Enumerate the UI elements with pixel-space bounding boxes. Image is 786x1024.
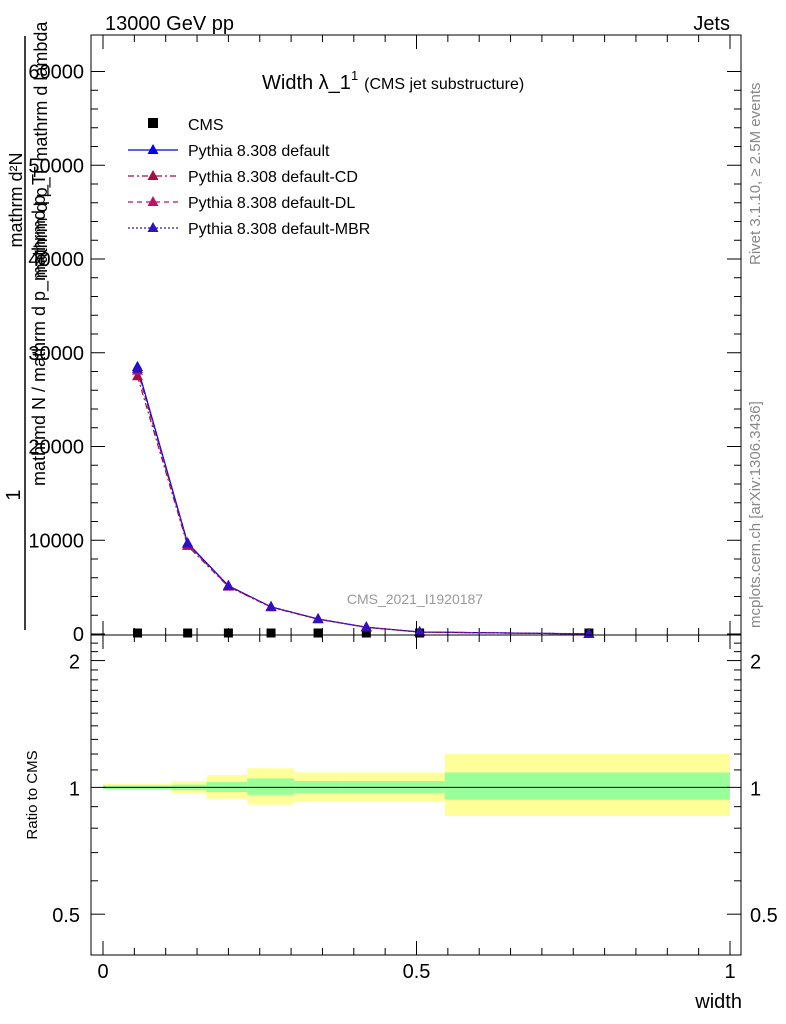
data-point-triangle	[265, 600, 277, 611]
y-tick-label: 10000	[28, 530, 84, 552]
legend: CMS Pythia 8.308 default Pythia 8.308 defa…	[128, 117, 370, 238]
data-point-triangle	[360, 621, 372, 632]
ratio-bands	[103, 754, 730, 817]
series-line	[136, 368, 589, 635]
x-tick-label: 0	[97, 961, 108, 983]
ratio-y-tick-label-right: 2	[750, 652, 761, 674]
chart-title: Width λ_11 (CMS jet substructure)	[262, 68, 524, 94]
legend-entry: Pythia 8.308 default-CD	[128, 169, 358, 186]
data-point-triangle	[182, 537, 194, 548]
stat-uncertainty-band	[247, 778, 295, 795]
watermark: CMS_2021_I1920187	[347, 591, 483, 607]
y-label-frac-num: 1	[3, 489, 25, 500]
ratio-frame	[90, 634, 742, 956]
legend-marker-triangle	[147, 196, 159, 206]
legend-entry: Pythia 8.308 default	[128, 143, 330, 160]
data-point-square	[132, 628, 142, 638]
chart-subtitle: (CMS jet substructure)	[364, 76, 524, 93]
main-panel: 0 10000 20000 30000 40000 50000 60000	[28, 34, 742, 646]
legend-marker-triangle	[147, 144, 159, 154]
y-tick-label: 40000	[28, 249, 84, 271]
legend-marker-triangle	[147, 222, 159, 232]
ratio-y-tick-label: 2	[69, 652, 80, 674]
x-tick-label: 1	[724, 961, 735, 983]
rivet-label: Rivet 3.1.10, ≥ 2.5M events	[747, 83, 764, 266]
x-tick-label: 0.5	[403, 961, 431, 983]
ratio-y-tick-label: 0.5	[52, 905, 80, 927]
data-point-triangle	[222, 580, 234, 590]
data-point-square	[183, 628, 193, 638]
data-point-square	[223, 628, 233, 638]
data-point-triangle	[312, 613, 324, 624]
chart-title-main: Width λ_1	[262, 72, 351, 94]
data-point-triangle	[131, 362, 143, 373]
data-point-square	[313, 628, 323, 638]
legend-entry: Pythia 8.308 default-DL	[128, 195, 355, 212]
legend-label: Pythia 8.308 default-MBR	[188, 221, 370, 238]
mcplots-label: mcplots.cern.ch [arXiv:1306.3436]	[747, 401, 764, 628]
ratio-panel: 0.5 0.5 1 1 2 2 0 0.5 1	[52, 634, 778, 983]
ratio-y-label: Ratio to CMS	[24, 750, 41, 839]
ratio-y-tick-label: 1	[69, 778, 80, 800]
y-tick-label: 50000	[28, 155, 84, 177]
ratio-y-tick-label-right: 1	[750, 778, 761, 800]
chart-title-superscript: 1	[351, 68, 358, 83]
legend-marker-square	[148, 118, 158, 128]
legend-label: Pythia 8.308 default	[188, 143, 330, 160]
stat-uncertainty-band	[444, 772, 730, 800]
main-y-ticks: 0 10000 20000 30000 40000 50000 60000	[28, 35, 741, 646]
legend-entry: CMS	[148, 117, 224, 134]
y-label-frac-den: mathrmd N / mathrm d p_mathrmd p_T	[29, 174, 50, 486]
y-tick-label: 30000	[28, 343, 84, 365]
data-point-square	[361, 628, 371, 638]
ratio-ticks: 0.5 0.5 1 1 2 2 0 0.5 1	[52, 635, 778, 983]
legend-label: Pythia 8.308 default-CD	[188, 169, 358, 186]
series-line	[136, 376, 589, 635]
main-y-axis-label: 1 mathrmd N / mathrm d p_mathrmd p_T mat…	[3, 21, 52, 630]
legend-marker-triangle	[147, 170, 159, 180]
y-label-inner-num: mathrm d²N	[6, 152, 26, 247]
legend-label: CMS	[188, 117, 224, 134]
process-label: Jets	[693, 13, 730, 35]
legend-label: Pythia 8.308 default-DL	[188, 195, 355, 212]
y-tick-label: 60000	[28, 62, 84, 84]
data-point-triangle	[414, 626, 426, 637]
ratio-y-tick-label-right: 0.5	[750, 905, 778, 927]
y-tick-label: 20000	[28, 437, 84, 459]
data-point-square	[266, 628, 276, 638]
y-tick-label: 0	[73, 624, 84, 646]
x-axis-label: width	[694, 991, 742, 1013]
data-point-triangle	[131, 370, 143, 381]
y-label-inner-den: mathrm d p_T mathrm d lambda	[31, 21, 52, 279]
legend-entry: Pythia 8.308 default-MBR	[128, 221, 370, 238]
beam-label: 13000 GeV pp	[105, 13, 234, 35]
